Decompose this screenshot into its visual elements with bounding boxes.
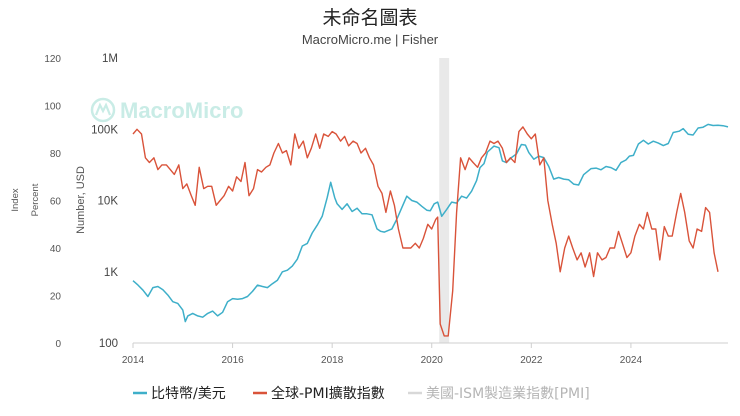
watermark: MacroMicro bbox=[90, 97, 243, 123]
chart-title: 未命名圖表 bbox=[322, 7, 417, 29]
y-usd-tick-label: 10K bbox=[98, 196, 119, 208]
watermark-text: MacroMicro bbox=[120, 98, 243, 123]
axis-title-percent: Percent bbox=[30, 183, 41, 216]
y-index-tick-label: 80 bbox=[50, 149, 62, 160]
watermark-logo-icon bbox=[90, 97, 116, 123]
y-index-tick-label: 20 bbox=[50, 292, 62, 303]
x-tick-label: 2014 bbox=[122, 355, 145, 366]
series-line-bitcoin bbox=[132, 123, 729, 323]
axis-title-index: Index bbox=[10, 188, 21, 211]
legend-item-global-pmi: 全球-PMI擴散指數 bbox=[271, 385, 385, 402]
legend-item-ism: 美國-ISM製造業指數[PMI] bbox=[426, 386, 590, 402]
x-tick-label: 2024 bbox=[620, 355, 643, 366]
y-index-tick-label: 0 bbox=[55, 339, 61, 350]
x-tick-label: 2022 bbox=[520, 355, 543, 366]
y-index-tick-label: 40 bbox=[50, 244, 62, 255]
y-index-tick-label: 120 bbox=[44, 54, 61, 65]
x-tick-label: 2016 bbox=[221, 355, 244, 366]
legend: 比特幣/美元 全球-PMI擴散指數 美國-ISM製造業指數[PMI] bbox=[133, 385, 590, 402]
y-usd-tick-label: 1K bbox=[104, 267, 118, 279]
y-index-tick-label: 60 bbox=[50, 197, 62, 208]
y-index-tick-label: 100 bbox=[44, 102, 61, 113]
y-usd-tick-label: 100K bbox=[91, 124, 118, 136]
x-tick-label: 2020 bbox=[421, 355, 444, 366]
x-tick-label: 2018 bbox=[321, 355, 344, 366]
axis-title-usd: Number, USD bbox=[75, 166, 87, 234]
y-usd-tick-label: 1M bbox=[102, 53, 118, 65]
legend-item-bitcoin: 比特幣/美元 bbox=[151, 386, 226, 402]
recession-band bbox=[439, 58, 450, 343]
series-line-global-pmi bbox=[132, 126, 719, 337]
chart-subtitle: MacroMicro.me | Fisher bbox=[302, 32, 439, 47]
y-usd-tick-label: 100 bbox=[99, 338, 118, 350]
